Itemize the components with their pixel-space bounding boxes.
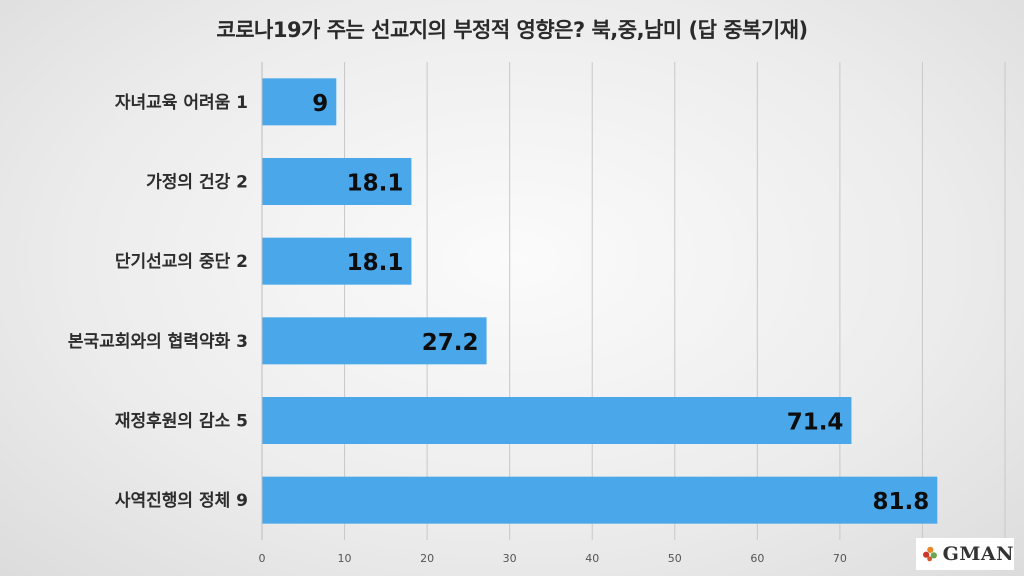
data-label: 81.8: [873, 489, 930, 515]
x-tick-label: 60: [750, 552, 764, 565]
category-label: 가정의 건강 2: [146, 173, 248, 193]
data-label: 9: [312, 91, 328, 117]
gman-logo: GMAN: [916, 538, 1014, 570]
category-label: 재정후원의 감소 5: [115, 411, 248, 432]
x-tick-label: 20: [420, 552, 434, 565]
bar: [262, 78, 337, 126]
category-label: 단기선교의 중단 2: [115, 252, 248, 272]
x-tick-label: 50: [668, 552, 682, 565]
data-label: 18.1: [347, 171, 404, 197]
bar: [262, 476, 938, 524]
x-tick-label: 70: [833, 552, 847, 565]
x-tick-label: 30: [503, 552, 517, 565]
category-label: 본국교회와의 협력약화 3: [68, 331, 248, 352]
x-tick-label: 10: [338, 552, 352, 565]
category-label: 사역진행의 정체 9: [115, 491, 248, 511]
bar: [262, 317, 487, 365]
logo-text: GMAN: [942, 543, 1014, 565]
data-label: 18.1: [347, 250, 404, 276]
bar: [262, 158, 412, 205]
data-label: 71.4: [787, 410, 844, 436]
bar: [262, 237, 412, 285]
bar: [262, 397, 852, 444]
category-label: 자녀교육 어려움 1: [115, 93, 248, 113]
x-tick-label: 0: [259, 552, 266, 565]
data-label: 27.2: [422, 330, 479, 356]
x-tick-label: 40: [585, 552, 599, 565]
chart-title: 코로나19가 주는 선교지의 부정적 영향은? 북,중,남미 (답 중복기재): [216, 18, 808, 42]
flower-logo-icon: [923, 546, 937, 562]
